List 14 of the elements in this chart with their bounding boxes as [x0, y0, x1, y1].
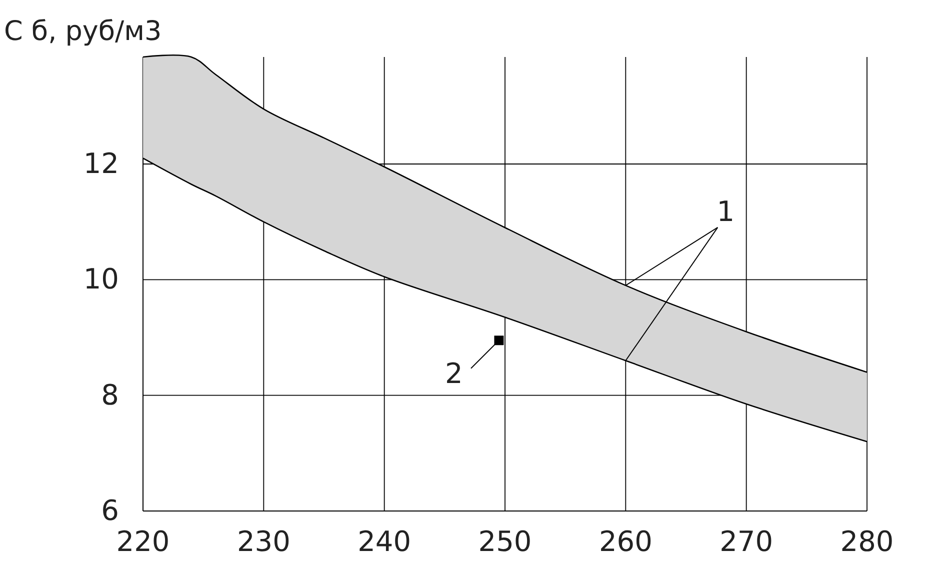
- x-tick-label: 250: [478, 524, 532, 558]
- annotation: 2: [445, 357, 463, 390]
- x-tick-label: 230: [236, 524, 290, 558]
- y-tick-label: 10: [83, 262, 119, 296]
- y-tick-label: 8: [101, 378, 119, 412]
- x-tick-label: 260: [598, 524, 652, 558]
- annotation: 1: [716, 195, 735, 228]
- x-tick-label: 240: [358, 524, 412, 558]
- y-axis-title: С б, руб/м3: [4, 16, 162, 47]
- x-tick-label: 280: [840, 524, 894, 558]
- y-tick-label: 12: [83, 146, 119, 180]
- y-tick-label: 6: [101, 494, 119, 527]
- x-tick-label: 220: [116, 524, 170, 558]
- x-tick-label: 270: [720, 524, 774, 558]
